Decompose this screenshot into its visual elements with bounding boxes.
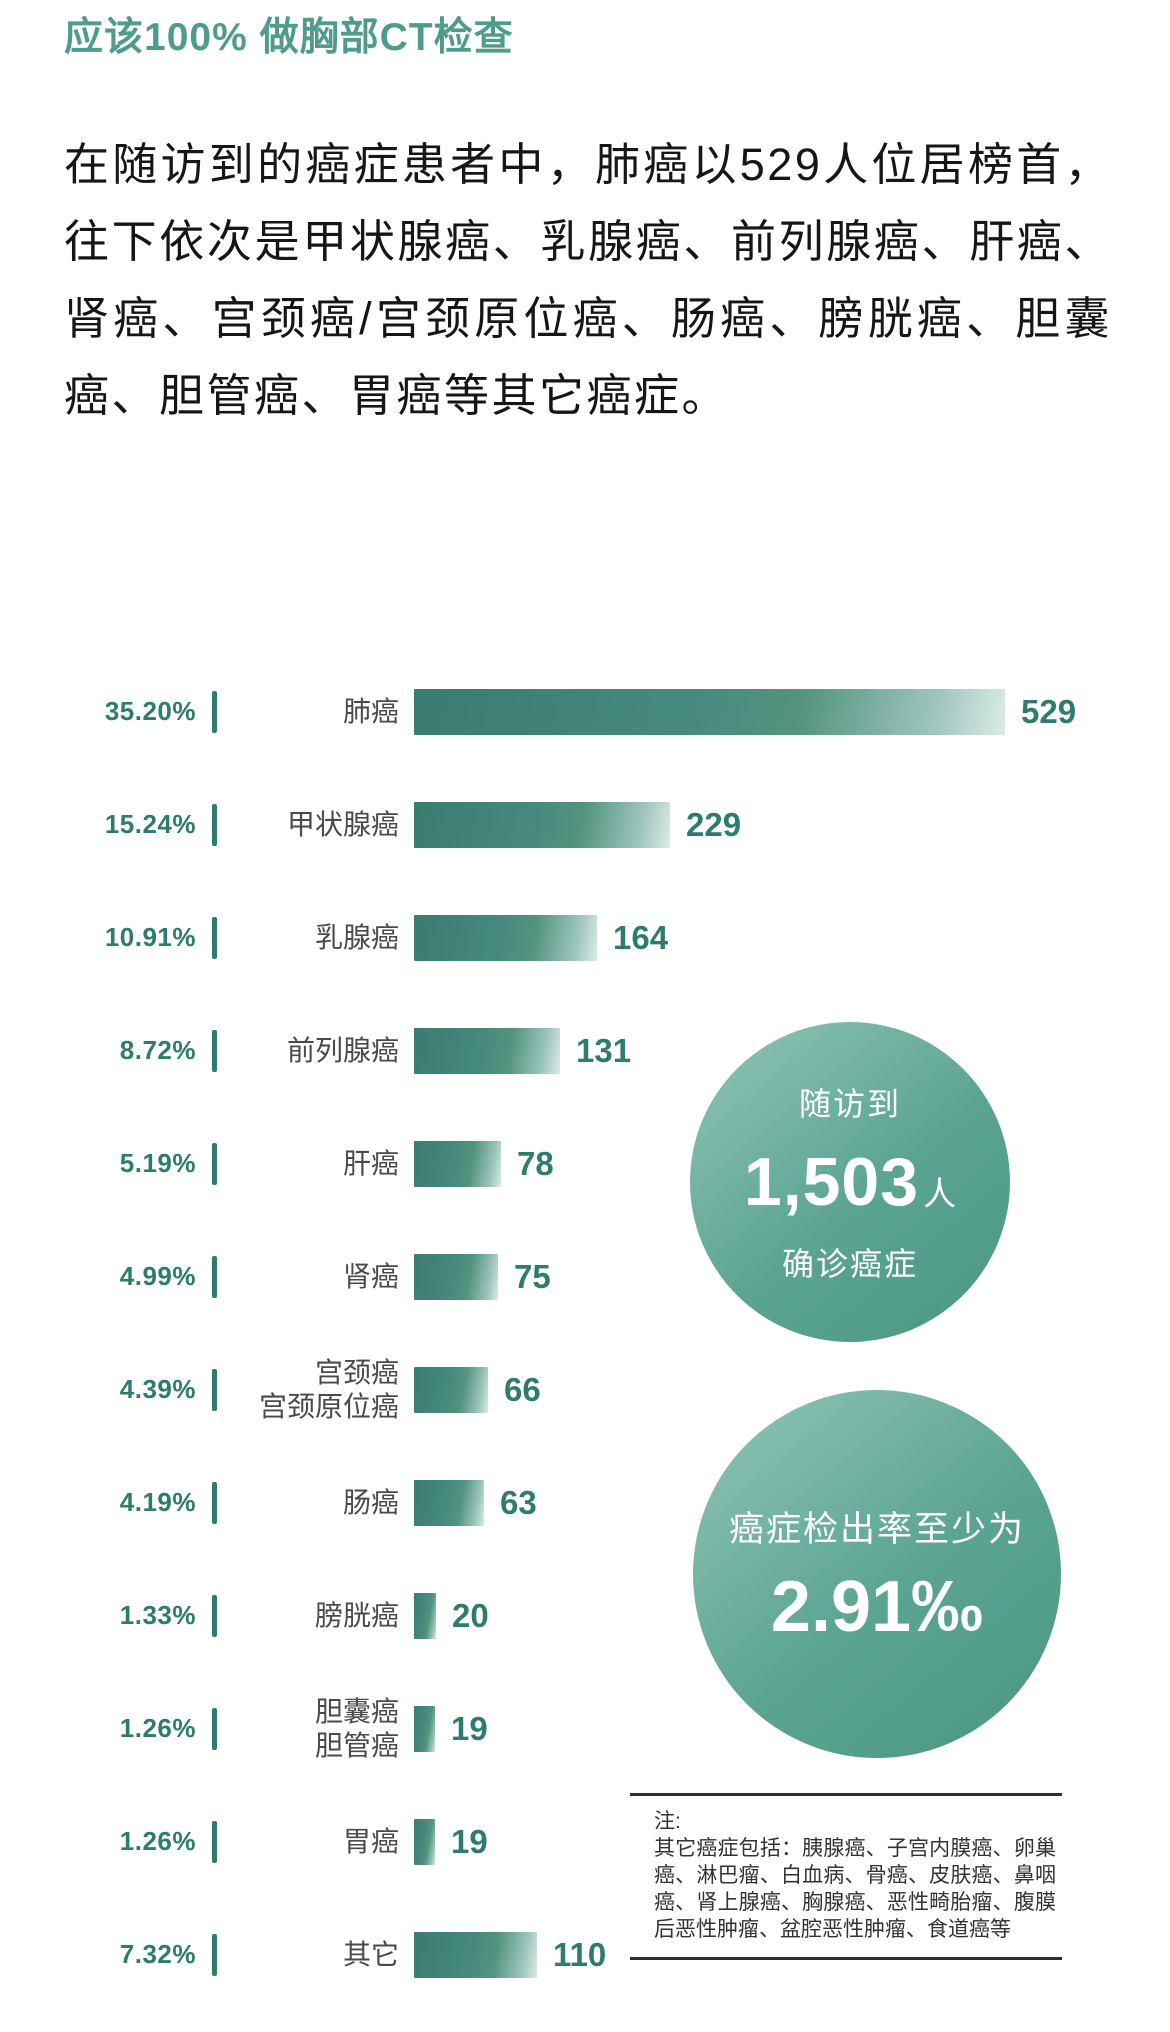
detection-rate-value: 2.91‰: [770, 1566, 984, 1647]
row-value: 75: [514, 1257, 551, 1295]
chart-row: 4.19% 肠癌 63: [0, 1446, 1170, 1559]
footnote-box: 注: 其它癌症包括：胰腺癌、子宫内膜癌、卵巢癌、淋巴瘤、白血病、骨癌、皮肤癌、鼻…: [630, 1793, 1062, 1960]
row-label: 肝癌: [342, 1147, 399, 1179]
tick-mark: [212, 1142, 217, 1185]
row-value: 229: [686, 805, 742, 843]
row-percent: 5.19%: [119, 1148, 196, 1178]
followed-circle-number-row: 1,503 人: [744, 1143, 956, 1221]
row-bar: [414, 1027, 560, 1074]
row-percent: 1.33%: [119, 1600, 196, 1630]
tick-mark: [212, 1594, 217, 1637]
row-bar: [414, 1140, 501, 1187]
row-label: 宫颈癌 宫颈原位癌: [258, 1356, 399, 1422]
followed-patients-circle: 随访到 1,503 人 确诊癌症: [690, 1022, 1010, 1342]
intro-paragraph: 在随访到的癌症患者中，肺癌以529人位居榜首，往下依次是甲状腺癌、乳腺癌、前列腺…: [64, 139, 1112, 421]
row-label: 肠癌: [342, 1486, 399, 1518]
row-value: 529: [1021, 692, 1077, 730]
chart-row: 1.26% 胆囊癌 胆管癌 19: [0, 1672, 1170, 1785]
row-bar: [414, 1705, 435, 1752]
row-label: 其它: [342, 1938, 399, 1970]
chart-row: 8.72% 前列腺癌 131: [0, 994, 1170, 1107]
row-percent: 10.91%: [104, 922, 196, 952]
row-percent: 8.72%: [119, 1035, 196, 1065]
tick-mark: [212, 1933, 217, 1976]
row-value: 78: [517, 1144, 554, 1182]
row-bar: [414, 1253, 498, 1300]
chart-row: 15.24% 甲状腺癌 229: [0, 768, 1170, 881]
row-percent: 1.26%: [119, 1826, 196, 1856]
row-percent: 4.99%: [119, 1261, 196, 1291]
tick-mark: [212, 1029, 217, 1072]
followed-count-unit: 人: [923, 1175, 957, 1212]
row-label: 乳腺癌: [314, 921, 399, 953]
detection-rate-circle: 癌症检出率至少为 2.91‰: [693, 1390, 1061, 1758]
row-value: 164: [613, 918, 669, 956]
chart-row: 5.19% 肝癌 78: [0, 1107, 1170, 1220]
row-bar: [414, 1592, 436, 1639]
page-title: 应该100% 做胸部CT检查: [64, 16, 514, 59]
cancer-bar-chart: 35.20% 肺癌 529 15.24% 甲状腺癌 229 10.91% 乳腺癌…: [0, 655, 1170, 2011]
row-label: 前列腺癌: [286, 1034, 399, 1066]
tick-mark: [212, 916, 217, 959]
row-bar: [414, 1931, 537, 1978]
chart-row: 35.20% 肺癌 529: [0, 655, 1170, 768]
row-label: 胆囊癌 胆管癌: [314, 1695, 399, 1761]
row-bar: [414, 688, 1005, 735]
followed-circle-line3: 确诊癌症: [781, 1246, 918, 1282]
chart-row: 4.99% 肾癌 75: [0, 1220, 1170, 1333]
row-bar: [414, 801, 670, 848]
row-value: 19: [451, 1709, 488, 1747]
tick-mark: [212, 803, 217, 846]
row-label: 肺癌: [342, 695, 399, 727]
row-value: 20: [452, 1596, 489, 1634]
chart-row: 4.39% 宫颈癌 宫颈原位癌 66: [0, 1333, 1170, 1446]
followed-count: 1,503: [743, 1144, 920, 1220]
followed-circle-line1: 随访到: [798, 1086, 901, 1122]
chart-row: 7.32% 其它 110: [0, 1898, 1170, 2011]
row-value: 19: [451, 1822, 488, 1860]
row-percent: 35.20%: [104, 696, 196, 726]
row-bar: [414, 914, 597, 961]
tick-mark: [212, 690, 217, 733]
row-bar: [414, 1479, 484, 1526]
tick-mark: [212, 1368, 217, 1411]
row-label: 胃癌: [342, 1825, 399, 1857]
tick-mark: [212, 1255, 217, 1298]
row-bar: [414, 1818, 435, 1865]
row-percent: 4.19%: [119, 1487, 196, 1517]
row-value: 63: [500, 1483, 537, 1521]
row-value: 66: [504, 1370, 541, 1408]
row-label: 膀胱癌: [314, 1599, 399, 1631]
row-percent: 7.32%: [119, 1939, 196, 1969]
row-bar: [414, 1366, 488, 1413]
row-label: 甲状腺癌: [286, 808, 399, 840]
tick-mark: [212, 1707, 217, 1750]
chart-row: 1.33% 膀胱癌 20: [0, 1559, 1170, 1672]
footnote-heading: 注:: [654, 1810, 681, 1833]
tick-mark: [212, 1820, 217, 1863]
footnote-body: 其它癌症包括：胰腺癌、子宫内膜癌、卵巢癌、淋巴瘤、白血病、骨癌、皮肤癌、鼻咽癌、…: [654, 1837, 1056, 1941]
row-percent: 4.39%: [119, 1374, 196, 1404]
chart-row: 1.26% 胃癌 19: [0, 1785, 1170, 1898]
row-percent: 1.26%: [119, 1713, 196, 1743]
row-value: 110: [553, 1935, 607, 1973]
detection-rate-label: 癌症检出率至少为: [728, 1509, 1025, 1549]
row-label: 肾癌: [342, 1260, 399, 1292]
chart-row: 10.91% 乳腺癌 164: [0, 881, 1170, 994]
tick-mark: [212, 1481, 217, 1524]
row-percent: 15.24%: [104, 809, 196, 839]
row-value: 131: [576, 1031, 632, 1069]
